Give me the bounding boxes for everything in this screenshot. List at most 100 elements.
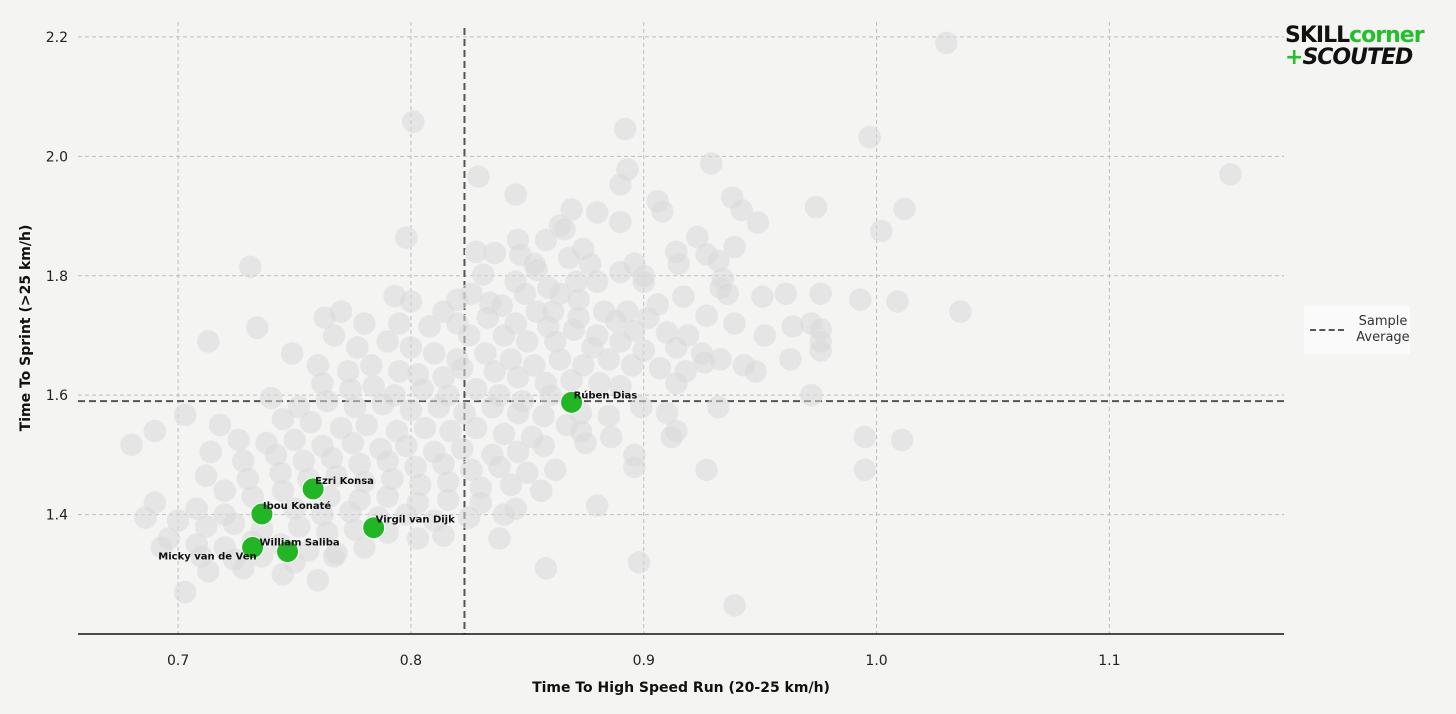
player-point bbox=[543, 458, 567, 482]
player-point bbox=[245, 316, 269, 340]
player-point bbox=[492, 422, 516, 446]
player-point bbox=[651, 199, 674, 223]
player-name-label: William Saliba bbox=[260, 538, 340, 549]
player-point bbox=[376, 485, 399, 508]
player-point bbox=[809, 282, 832, 305]
highlighted-player-point bbox=[276, 540, 300, 564]
player-point bbox=[516, 461, 539, 485]
player-point bbox=[809, 339, 832, 362]
player-point bbox=[283, 428, 306, 452]
y-tick-label: 1.6 bbox=[46, 388, 68, 404]
player-point bbox=[353, 536, 376, 559]
player-point bbox=[488, 527, 511, 550]
player-point bbox=[886, 290, 909, 313]
legend-label: Sample Average bbox=[1356, 314, 1410, 345]
player-point bbox=[648, 357, 672, 380]
player-point bbox=[355, 413, 378, 437]
player-point bbox=[623, 455, 646, 479]
player-point bbox=[620, 354, 644, 377]
player-point bbox=[890, 428, 914, 452]
player-point bbox=[315, 521, 339, 544]
player-point bbox=[506, 228, 530, 252]
player-point bbox=[488, 455, 511, 479]
player-point bbox=[457, 324, 481, 347]
player-point bbox=[313, 306, 337, 329]
player-name-label: Virgil van Dijk bbox=[376, 515, 455, 526]
player-point bbox=[143, 419, 167, 443]
player-point bbox=[450, 357, 474, 380]
skillcorner-scouted-logo: SKILLcorner +SCOUTED bbox=[1285, 23, 1425, 70]
player-point bbox=[534, 557, 558, 580]
player-point bbox=[532, 434, 555, 458]
player-point bbox=[194, 515, 218, 538]
player-point bbox=[173, 403, 197, 427]
player-point bbox=[1219, 162, 1242, 186]
player-point bbox=[516, 330, 539, 353]
player-point bbox=[706, 395, 730, 419]
background-points bbox=[120, 31, 1242, 617]
player-point bbox=[394, 226, 418, 249]
player-point bbox=[695, 304, 718, 328]
x-tick-label: 1.1 bbox=[1098, 653, 1120, 669]
player-point bbox=[539, 383, 562, 407]
player-point bbox=[665, 371, 688, 395]
player-point bbox=[401, 110, 425, 134]
player-point bbox=[411, 377, 434, 401]
player-point bbox=[439, 419, 462, 443]
player-point bbox=[695, 458, 718, 482]
player-point bbox=[120, 433, 143, 457]
player-point bbox=[853, 458, 877, 482]
player-point bbox=[271, 479, 295, 503]
player-point bbox=[513, 282, 537, 305]
player-point bbox=[271, 562, 295, 586]
player-point bbox=[853, 425, 877, 449]
player-point bbox=[667, 252, 690, 276]
legend: Sample Average bbox=[1304, 306, 1410, 354]
player-point bbox=[343, 395, 367, 419]
player-point bbox=[893, 197, 916, 221]
player-point bbox=[483, 359, 507, 383]
legend-dashed-line-icon bbox=[1310, 329, 1344, 331]
player-point bbox=[173, 580, 197, 604]
player-point bbox=[150, 536, 174, 559]
player-point bbox=[632, 270, 656, 294]
highlighted-points: Rúben Dias Ezri Konsa Ibou Konaté Virgil va… bbox=[158, 389, 637, 564]
player-point bbox=[341, 431, 365, 455]
player-point bbox=[506, 401, 530, 425]
player-point bbox=[532, 404, 555, 428]
player-point bbox=[197, 330, 220, 353]
player-point bbox=[464, 240, 488, 264]
player-point bbox=[774, 282, 798, 305]
player-point bbox=[399, 290, 423, 313]
player-point bbox=[464, 377, 488, 401]
player-point bbox=[399, 336, 423, 359]
player-point bbox=[716, 282, 739, 305]
player-point bbox=[506, 440, 530, 464]
player-point bbox=[935, 31, 958, 55]
player-point bbox=[271, 407, 295, 431]
player-point bbox=[227, 428, 250, 452]
player-point bbox=[869, 219, 893, 243]
player-point bbox=[406, 527, 430, 550]
player-point bbox=[467, 165, 490, 188]
player-point bbox=[287, 515, 311, 538]
player-point bbox=[387, 312, 411, 335]
player-name-label: Micky van de Ven bbox=[158, 551, 256, 562]
player-point bbox=[751, 285, 774, 308]
y-tick-label: 2.0 bbox=[46, 149, 68, 165]
player-point bbox=[609, 374, 632, 398]
player-point bbox=[655, 401, 679, 425]
player-point bbox=[692, 351, 716, 374]
player-point bbox=[630, 395, 653, 419]
player-point bbox=[399, 398, 423, 422]
player-point bbox=[504, 183, 527, 206]
x-tick-label: 1.0 bbox=[865, 653, 887, 669]
player-point bbox=[460, 458, 483, 482]
player-point bbox=[548, 348, 572, 371]
player-point bbox=[371, 392, 395, 416]
highlighted-player-point bbox=[250, 502, 274, 526]
player-point bbox=[362, 374, 385, 398]
player-point bbox=[457, 506, 481, 529]
player-point bbox=[800, 383, 823, 407]
